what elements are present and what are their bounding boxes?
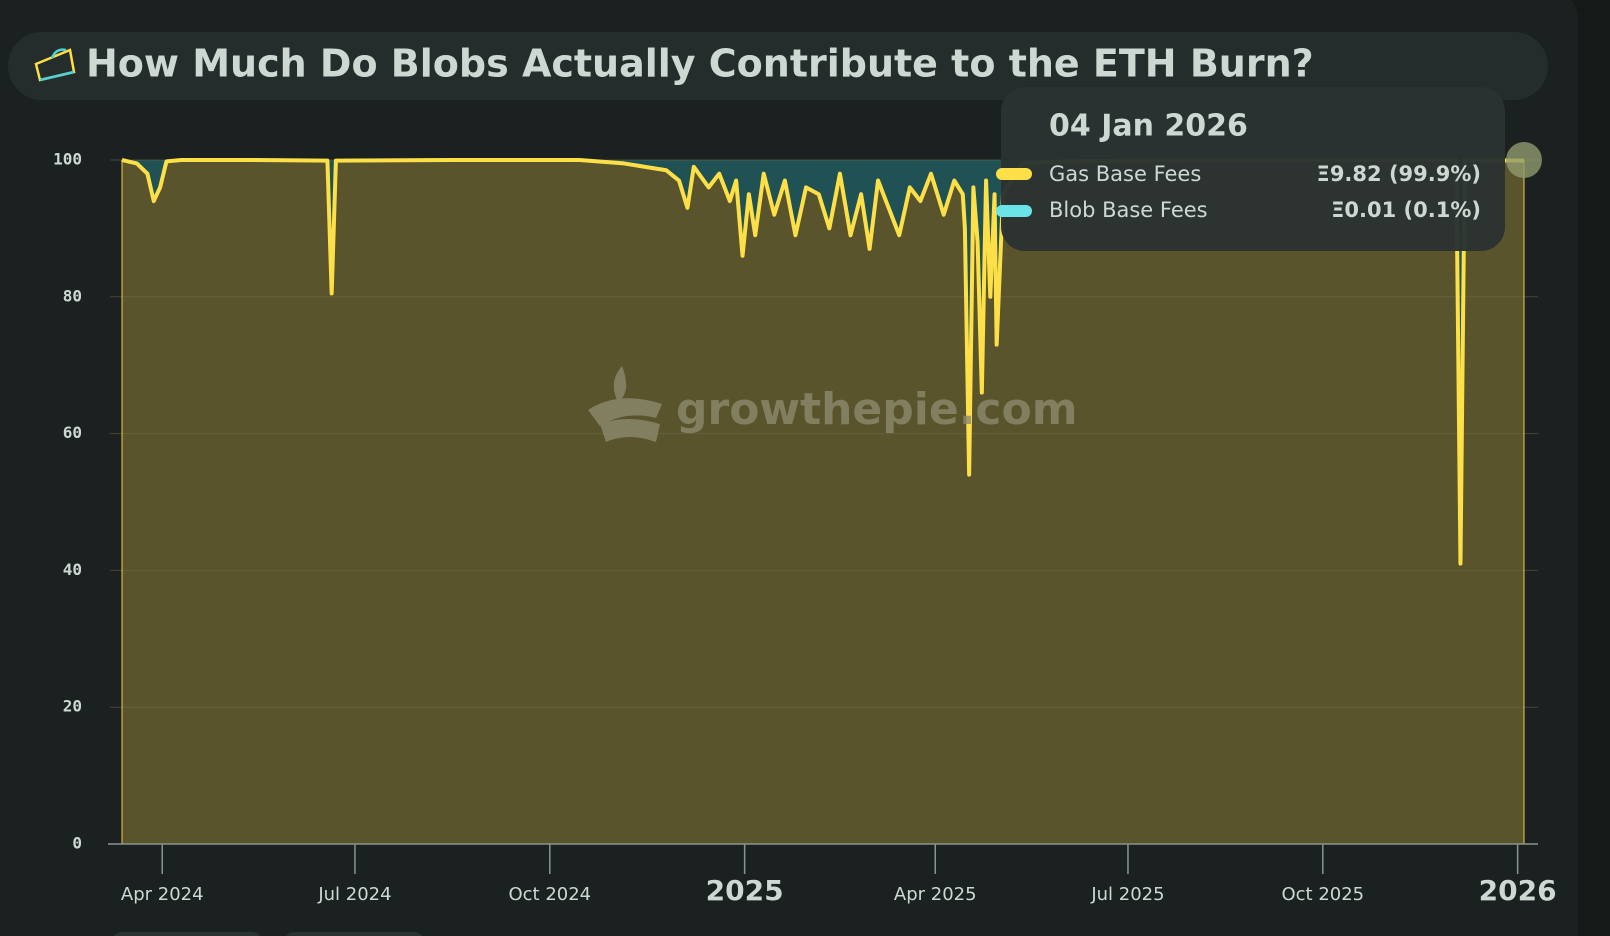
- tab[interactable]: [112, 932, 262, 936]
- line: [121, 158, 1525, 566]
- title-icon: [34, 48, 76, 82]
- tooltip-series-name: Blob Base Fees: [1049, 198, 1208, 222]
- x-tick-label: Jul 2025: [1090, 884, 1164, 905]
- tooltip: [1001, 87, 1505, 251]
- tooltip-series-name: Gas Base Fees: [1049, 162, 1201, 186]
- y-tick-label: 100: [53, 150, 82, 169]
- tooltip-value: Ξ9.82 (99.9%): [1317, 162, 1481, 186]
- title-bar: [8, 32, 1548, 100]
- watermark-logo: [588, 366, 662, 442]
- tooltip-title: 04 Jan 2026: [1049, 109, 1248, 144]
- y-tick-label: 20: [63, 697, 82, 716]
- x-tick-label: Oct 2025: [1281, 884, 1364, 905]
- tooltip-value: Ξ0.01 (0.1%): [1331, 198, 1481, 222]
- tooltip-swatch: [996, 168, 1032, 180]
- hover-marker: [1506, 142, 1542, 178]
- watermark: growthepie.com: [676, 384, 1078, 435]
- tooltip-swatch: [996, 205, 1032, 217]
- x-tick-label: Oct 2024: [508, 884, 591, 905]
- y-tick-label: 0: [72, 834, 82, 853]
- y-tick-label: 80: [63, 286, 82, 305]
- tab[interactable]: [284, 932, 424, 936]
- area: [122, 160, 1524, 844]
- y-tick-label: 60: [63, 423, 82, 442]
- y-tick-label: 40: [63, 560, 82, 579]
- x-tick-label: 2026: [1479, 874, 1557, 907]
- plot-area: 0 20 40 60 80 100 Apr 2024 Jul 2024 Oct 2024 2025…: [53, 142, 1557, 907]
- x-tick-label: 2025: [706, 874, 784, 907]
- x-tick-label: Apr 2025: [894, 884, 977, 905]
- chart-title: How Much Do Blobs Actually Contribute to…: [86, 42, 1314, 86]
- x-tick-label: Apr 2024: [121, 884, 204, 905]
- x-tick-label: Jul 2024: [317, 884, 391, 905]
